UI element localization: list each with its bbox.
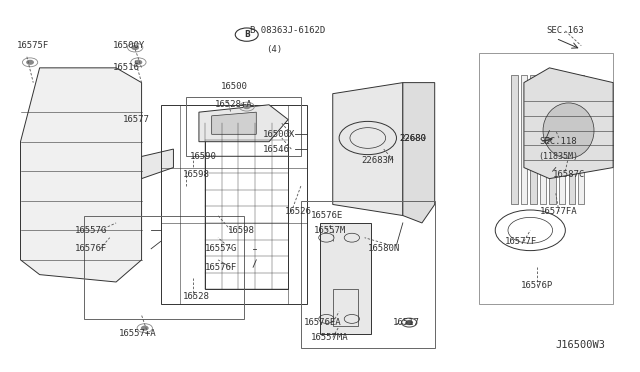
- Text: 16500X: 16500X: [262, 130, 295, 139]
- Polygon shape: [212, 112, 256, 134]
- Text: 16557M: 16557M: [314, 226, 346, 235]
- Polygon shape: [20, 68, 141, 282]
- Circle shape: [406, 321, 412, 324]
- Text: 16517: 16517: [394, 318, 420, 327]
- Polygon shape: [524, 68, 613, 179]
- Text: 16528: 16528: [183, 292, 210, 301]
- Text: 16557G: 16557G: [75, 226, 107, 235]
- Polygon shape: [333, 83, 403, 215]
- Circle shape: [141, 326, 148, 330]
- Bar: [540, 75, 546, 205]
- Bar: [479, 53, 613, 304]
- Text: 16557+A: 16557+A: [119, 329, 157, 338]
- Text: 16598: 16598: [183, 170, 210, 179]
- Text: 16546: 16546: [262, 145, 289, 154]
- Bar: [568, 75, 575, 205]
- Circle shape: [135, 61, 141, 64]
- Text: 16576F: 16576F: [205, 263, 237, 272]
- Polygon shape: [403, 83, 435, 223]
- Text: (4): (4): [266, 45, 282, 54]
- Text: 16575F: 16575F: [17, 41, 49, 50]
- Text: 16590: 16590: [189, 152, 216, 161]
- Text: 16580N: 16580N: [368, 244, 400, 253]
- Text: 22683M: 22683M: [362, 155, 394, 165]
- Bar: [161, 105, 307, 304]
- Text: 16516: 16516: [113, 63, 140, 72]
- Text: 16526: 16526: [285, 207, 312, 217]
- Text: 16576F: 16576F: [75, 244, 107, 253]
- Polygon shape: [141, 149, 173, 179]
- Bar: [531, 75, 537, 205]
- Text: 16577FA: 16577FA: [540, 207, 577, 217]
- Bar: [549, 75, 556, 205]
- Bar: [559, 75, 565, 205]
- Text: (11835M): (11835M): [539, 152, 579, 161]
- Text: 16576E: 16576E: [310, 211, 342, 220]
- Text: B 08363J-6162D: B 08363J-6162D: [250, 26, 325, 35]
- Bar: [84, 215, 244, 319]
- Ellipse shape: [543, 103, 594, 158]
- Text: 16557MA: 16557MA: [310, 333, 348, 342]
- Text: 16500Y: 16500Y: [113, 41, 145, 50]
- Bar: [333, 289, 358, 326]
- Text: 16528+A: 16528+A: [215, 100, 253, 109]
- Bar: [511, 75, 518, 205]
- Text: SEC.163: SEC.163: [546, 26, 584, 35]
- Bar: [301, 201, 435, 349]
- Text: 16557G: 16557G: [205, 244, 237, 253]
- Text: 16577F: 16577F: [505, 237, 537, 246]
- Text: 16577: 16577: [122, 115, 149, 124]
- Text: SEC.118: SEC.118: [540, 137, 577, 146]
- Circle shape: [27, 61, 33, 64]
- Polygon shape: [199, 105, 288, 142]
- Circle shape: [244, 105, 250, 109]
- Bar: [578, 75, 584, 205]
- Bar: [205, 123, 288, 289]
- Bar: [320, 223, 371, 334]
- Bar: [521, 75, 527, 205]
- Text: 16598: 16598: [228, 226, 255, 235]
- Text: J16500W3: J16500W3: [556, 340, 606, 350]
- Circle shape: [132, 46, 138, 49]
- Text: B: B: [244, 30, 250, 39]
- Text: 16576P: 16576P: [521, 281, 553, 290]
- Text: 16500: 16500: [221, 82, 248, 91]
- Text: 22680: 22680: [399, 134, 426, 142]
- Text: 16587C: 16587C: [552, 170, 585, 179]
- Text: 22680: 22680: [399, 134, 426, 142]
- Text: 16576EA: 16576EA: [304, 318, 342, 327]
- Bar: [186, 97, 301, 157]
